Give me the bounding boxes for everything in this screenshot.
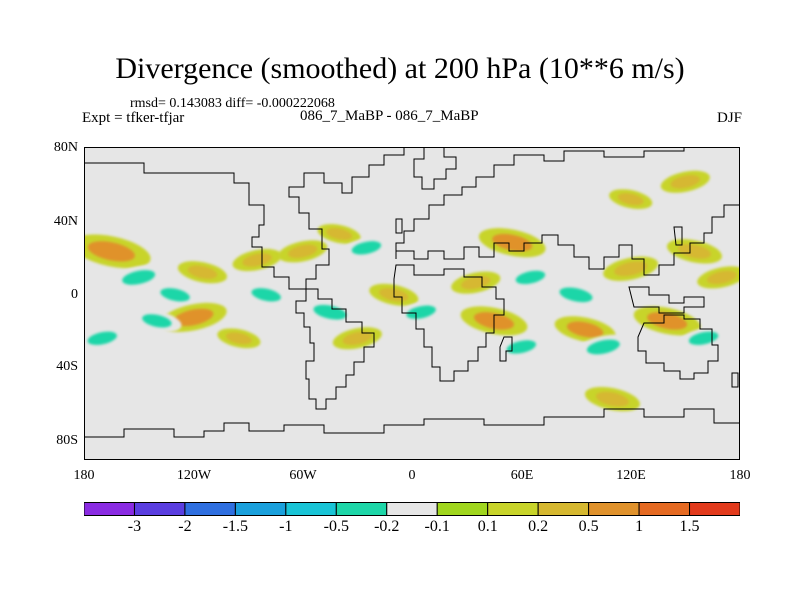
- coastline-new-zealand: [731, 372, 739, 388]
- lat-tick-label: 40N: [53, 214, 78, 229]
- anomaly-core: [595, 391, 629, 407]
- colorbar-swatch: [588, 502, 640, 516]
- coastline-south-america: [295, 288, 375, 410]
- colorbar-label: -0.1: [424, 518, 450, 535]
- anomaly-core: [617, 193, 644, 206]
- lon-tick-label: 0: [408, 468, 416, 483]
- colorbar-swatch: [133, 502, 186, 516]
- lon-tick-label: 120E: [616, 468, 646, 483]
- anomaly-core: [287, 244, 318, 258]
- anomaly-core: [251, 288, 281, 302]
- colorbar-swatch: [184, 502, 236, 516]
- anomaly-core: [670, 175, 701, 189]
- colorbar-swatch: [487, 502, 539, 516]
- colorbar: [84, 502, 740, 516]
- anomaly-core: [342, 331, 373, 345]
- colorbar-swatch: [537, 502, 590, 516]
- anomaly-core: [87, 331, 117, 345]
- anomaly-core: [87, 241, 135, 262]
- experiment-label: Expt = tfker-tfjar: [82, 110, 185, 126]
- coastline-north-america: [84, 147, 405, 290]
- anomaly-core: [426, 271, 453, 284]
- lon-tick-label: 120W: [176, 468, 212, 483]
- coastline-greenland: [413, 147, 457, 190]
- lat-tick-label: 40S: [56, 359, 78, 374]
- colorbar-swatch: [436, 502, 489, 516]
- anomaly-core: [142, 314, 172, 328]
- anomaly-core: [173, 308, 214, 327]
- anomaly-core: [515, 270, 546, 285]
- colorbar-label: 1.5: [679, 518, 700, 535]
- coastline-antarctica: [84, 408, 740, 438]
- colorbar-label: 0.5: [578, 518, 599, 535]
- colorbar-swatch: [234, 502, 287, 516]
- coastline-australia: [637, 314, 719, 380]
- anomaly-core: [677, 243, 711, 259]
- model-label: 086_7_MaBP - 086_7_MaBP: [300, 108, 479, 124]
- lon-tick-label: 180: [729, 468, 751, 483]
- colorbar-label: -0.5: [323, 518, 349, 535]
- colorbar-swatch: [285, 502, 337, 516]
- chart-title: Divergence (smoothed) at 200 hPa (10**6 …: [115, 52, 685, 85]
- anomaly-core: [566, 321, 604, 338]
- colorbar-swatch: [689, 502, 740, 516]
- coastline-madagascar: [499, 336, 513, 362]
- colorbar-label: 1: [635, 518, 644, 535]
- colorbar-swatch: [638, 502, 691, 516]
- lon-tick-label: 180: [73, 468, 95, 483]
- anomaly-core: [351, 241, 382, 255]
- anomaly-layer: [84, 170, 740, 412]
- anomaly-core: [122, 270, 156, 285]
- colorbar-label: -0.2: [374, 518, 400, 535]
- anomaly-core: [559, 287, 593, 303]
- anomaly-core: [271, 375, 298, 388]
- colorbar-label: -3: [127, 518, 142, 535]
- anomaly-core: [225, 332, 252, 345]
- lon-tick-label: 60E: [510, 468, 534, 483]
- coastline-eurasia: [395, 147, 740, 259]
- colorbar-label: 0.1: [477, 518, 498, 535]
- anomaly-core: [326, 227, 353, 240]
- stats-label: rmsd= 0.143083 diff= -0.000222068: [130, 96, 335, 111]
- anomaly-core: [187, 265, 218, 279]
- anomaly-core: [506, 340, 537, 354]
- lat-tick-label: 80N: [53, 140, 78, 155]
- anomaly-core: [614, 261, 648, 277]
- anomaly-core: [406, 305, 436, 319]
- colorbar-swatch: [335, 502, 388, 516]
- anomaly-core: [586, 339, 620, 355]
- anomaly-core: [160, 288, 190, 302]
- coastline-japan: [673, 226, 683, 246]
- anomaly-core: [688, 331, 719, 345]
- lon-tick-label: 60W: [289, 468, 317, 483]
- coastline-indonesia: [628, 286, 705, 314]
- colorbar-label: 0.2: [528, 518, 549, 535]
- coastline-eurasia-south: [396, 204, 740, 276]
- season-label: DJF: [716, 110, 742, 126]
- lat-tick-label: 0: [71, 287, 78, 302]
- colorbar-label: -1: [279, 518, 293, 535]
- coastline-british-isles: [395, 218, 403, 234]
- anomaly-core: [707, 270, 737, 285]
- anomaly-core: [461, 275, 491, 290]
- coastline-africa: [393, 264, 505, 382]
- lat-tick-label: 80S: [56, 433, 78, 448]
- colorbar-label: -1.5: [222, 518, 249, 535]
- coastline-layer: [84, 147, 740, 438]
- anomaly-core: [647, 312, 688, 330]
- map-frame: [84, 147, 740, 460]
- divergence-map: [84, 147, 740, 460]
- anomaly-core: [242, 253, 272, 267]
- colorbar-swatch: [386, 502, 438, 516]
- colorbar-label: -2: [178, 518, 192, 535]
- colorbar-swatch: [84, 502, 135, 516]
- anomaly-core: [492, 233, 533, 252]
